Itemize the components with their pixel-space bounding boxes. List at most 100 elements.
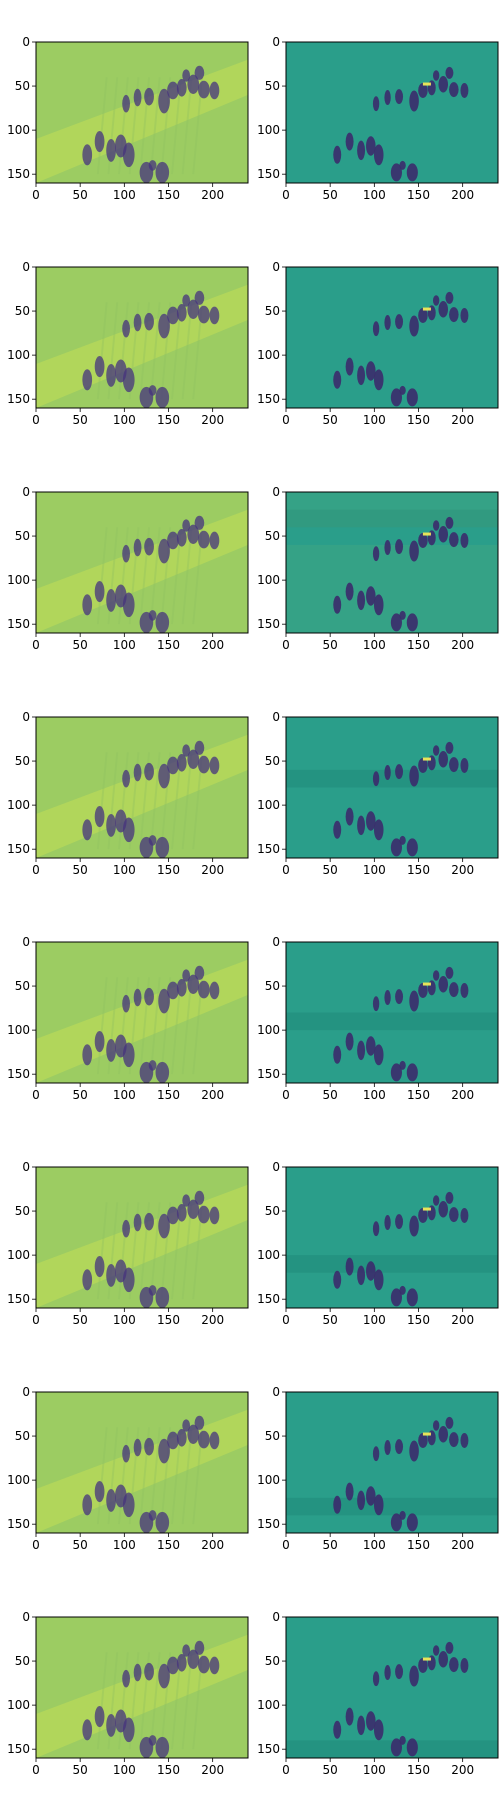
- y-tick-label: 50: [265, 79, 280, 93]
- x-tick-label: 200: [201, 1538, 224, 1552]
- x-tick-label: 100: [363, 188, 386, 202]
- y-tick-label: 150: [257, 617, 280, 631]
- x-tick-label: 0: [32, 1538, 40, 1552]
- x-tick-label: 0: [32, 638, 40, 652]
- x-tick-label: 200: [451, 863, 474, 877]
- y-tick-label: 150: [7, 842, 30, 856]
- prediction-image-8: 0 50 100 150 200 0 50 100 150: [7, 1610, 249, 1777]
- y-tick-label: 150: [257, 842, 280, 856]
- y-tick-label: 100: [257, 1248, 280, 1262]
- x-tick-label: 200: [451, 188, 474, 202]
- y-tick-label: 50: [15, 754, 30, 768]
- x-tick-label: 150: [157, 1763, 180, 1777]
- x-tick-label: 200: [201, 1313, 224, 1327]
- y-tick-label: 100: [257, 1698, 280, 1712]
- difference-image-1: 0 50 100 150 200 0 50 100 150: [257, 35, 499, 202]
- prediction-image-7: 0 50 100 150 200 0 50 100 150: [7, 1385, 249, 1552]
- y-tick-label: 100: [257, 573, 280, 587]
- y-tick-label: 50: [265, 529, 280, 543]
- y-tick-label: 0: [22, 935, 30, 949]
- x-tick-label: 200: [201, 413, 224, 427]
- x-tick-label: 150: [407, 1763, 430, 1777]
- difference-image-6: 0 50 100 150 200 0 50 100 150: [257, 1160, 499, 1327]
- x-tick-label: 0: [282, 863, 290, 877]
- x-tick-label: 200: [451, 1763, 474, 1777]
- x-tick-label: 100: [113, 1763, 136, 1777]
- y-tick-label: 0: [272, 35, 280, 49]
- x-tick-label: 0: [32, 1088, 40, 1102]
- y-tick-label: 0: [272, 485, 280, 499]
- prediction-image-6: 0 50 100 150 200 0 50 100 150: [7, 1160, 249, 1327]
- x-tick-label: 0: [32, 413, 40, 427]
- x-tick-label: 100: [113, 1313, 136, 1327]
- prediction-image-1: 0 50 100 150 200 0 50 100 150: [7, 35, 249, 202]
- x-tick-label: 150: [157, 1538, 180, 1552]
- y-tick-label: 100: [257, 1023, 280, 1037]
- y-tick-label: 50: [265, 1204, 280, 1218]
- x-tick-label: 50: [323, 1313, 338, 1327]
- y-tick-label: 100: [7, 123, 30, 137]
- y-tick-label: 50: [265, 979, 280, 993]
- y-tick-label: 50: [265, 1429, 280, 1443]
- y-tick-label: 50: [265, 1654, 280, 1668]
- x-tick-label: 50: [323, 413, 338, 427]
- x-tick-label: 50: [73, 1763, 88, 1777]
- x-tick-label: 200: [201, 863, 224, 877]
- x-tick-label: 100: [113, 1538, 136, 1552]
- x-tick-label: 100: [113, 638, 136, 652]
- x-tick-label: 150: [407, 1313, 430, 1327]
- y-tick-label: 0: [272, 710, 280, 724]
- y-tick-label: 100: [7, 348, 30, 362]
- y-tick-label: 50: [15, 79, 30, 93]
- y-tick-label: 100: [7, 1698, 30, 1712]
- x-tick-label: 150: [407, 638, 430, 652]
- y-tick-label: 0: [272, 260, 280, 274]
- y-tick-label: 0: [22, 35, 30, 49]
- y-tick-label: 50: [15, 979, 30, 993]
- y-tick-label: 0: [272, 1160, 280, 1174]
- y-tick-label: 150: [257, 1742, 280, 1756]
- y-tick-label: 0: [272, 1610, 280, 1624]
- x-tick-label: 0: [32, 1763, 40, 1777]
- x-tick-label: 100: [113, 188, 136, 202]
- y-tick-label: 0: [22, 1160, 30, 1174]
- y-tick-label: 0: [22, 1610, 30, 1624]
- y-tick-label: 100: [7, 1248, 30, 1262]
- y-tick-label: 150: [7, 392, 30, 406]
- x-tick-label: 50: [73, 1313, 88, 1327]
- x-tick-label: 200: [451, 1313, 474, 1327]
- x-tick-label: 150: [407, 1088, 430, 1102]
- y-tick-label: 0: [22, 710, 30, 724]
- y-tick-label: 100: [7, 1023, 30, 1037]
- x-tick-label: 200: [201, 1763, 224, 1777]
- y-tick-label: 100: [7, 573, 30, 587]
- x-tick-label: 200: [451, 413, 474, 427]
- x-tick-label: 150: [157, 188, 180, 202]
- x-tick-label: 50: [73, 413, 88, 427]
- x-tick-label: 100: [363, 638, 386, 652]
- y-tick-label: 150: [7, 1742, 30, 1756]
- x-tick-label: 50: [73, 863, 88, 877]
- x-tick-label: 150: [407, 1538, 430, 1552]
- x-tick-label: 200: [451, 1538, 474, 1552]
- prediction-image-2: 0 50 100 150 200 0 50 100 150: [7, 260, 249, 427]
- x-tick-label: 200: [201, 188, 224, 202]
- x-tick-label: 50: [323, 1538, 338, 1552]
- x-tick-label: 100: [363, 1313, 386, 1327]
- y-tick-label: 100: [7, 798, 30, 812]
- y-tick-label: 150: [257, 392, 280, 406]
- difference-image-3: 0 50 100 150 200 0 50 100 150: [257, 485, 499, 652]
- y-tick-label: 150: [257, 1517, 280, 1531]
- x-tick-label: 150: [407, 413, 430, 427]
- y-tick-label: 100: [7, 1473, 30, 1487]
- y-tick-label: 150: [257, 1067, 280, 1081]
- y-tick-label: 50: [265, 754, 280, 768]
- y-tick-label: 0: [22, 1385, 30, 1399]
- x-tick-label: 150: [157, 638, 180, 652]
- y-tick-label: 150: [7, 1067, 30, 1081]
- y-tick-label: 150: [7, 167, 30, 181]
- y-tick-label: 150: [7, 1292, 30, 1306]
- x-tick-label: 200: [201, 638, 224, 652]
- x-tick-label: 200: [201, 1088, 224, 1102]
